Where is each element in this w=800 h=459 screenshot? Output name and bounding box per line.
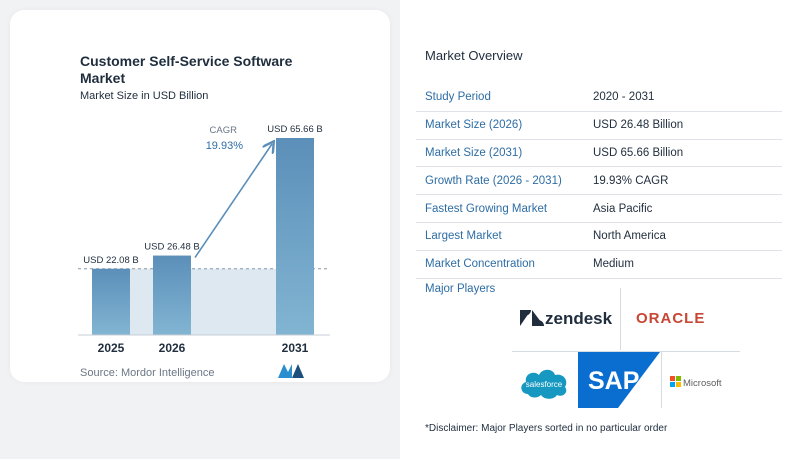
overview-table: Study Period 2020 - 2031 Market Size (2026… <box>416 84 782 279</box>
source-note: Source: Mordor Intelligence <box>80 367 215 379</box>
bar-value-label: USD 22.08 B <box>83 255 138 266</box>
chart-title: Customer Self-Service Software Market <box>80 53 293 86</box>
overview-value: USD 65.66 Billion <box>593 139 782 168</box>
chart-subtitle: Market Size in USD Billion <box>80 90 209 102</box>
overview-row: Market Concentration Medium <box>416 250 782 279</box>
microsoft-logo-icon: Microsoft <box>670 376 722 389</box>
bar-value-label: USD 65.66 B <box>267 124 322 135</box>
overview-row: Fastest Growing Market Asia Pacific <box>416 194 782 223</box>
disclaimer: *Disclaimer: Major Players sorted in no … <box>425 423 668 434</box>
zendesk-logo-text: zendesk <box>545 309 613 328</box>
overview-row: Growth Rate (2026 - 2031) 19.93% CAGR <box>416 166 782 196</box>
cagr-arrow <box>194 144 272 259</box>
salesforce-logo-text: salesforce <box>526 380 563 389</box>
x-tick-label: 2031 <box>282 341 309 355</box>
overview-value: Medium <box>593 250 782 279</box>
overview-value: 19.93% CAGR <box>593 166 782 196</box>
sap-logo-icon: SAP <box>578 352 660 408</box>
overview-row: Study Period 2020 - 2031 <box>416 84 782 112</box>
overview-key: Growth Rate (2026 - 2031) <box>416 166 593 196</box>
overview-key: Market Size (2026) <box>416 111 593 140</box>
salesforce-logo-icon: salesforce <box>521 369 567 399</box>
overview-value: USD 26.48 Billion <box>593 111 782 140</box>
bar-chart: USD 22.08 B 2025 USD 26.48 B 2026 USD 65.66 … <box>78 124 330 355</box>
overview-row: Market Size (2031) USD 65.66 Billion <box>416 139 782 168</box>
bar <box>92 268 130 335</box>
overview-row: Largest Market North America <box>416 222 782 251</box>
overview-key: Market Size (2031) <box>416 139 593 168</box>
overview-row: Market Size (2026) USD 26.48 Billion <box>416 111 782 140</box>
overview-value: North America <box>593 222 782 251</box>
bar-value-label: USD 26.48 B <box>144 242 199 253</box>
microsoft-logo-text: Microsoft <box>683 378 722 389</box>
overview-key: Study Period <box>416 84 593 112</box>
bar <box>276 138 314 335</box>
x-tick-label: 2026 <box>159 341 186 355</box>
x-tick-label: 2025 <box>98 341 125 355</box>
players-logos: zendesk ORACLE salesforce SAP Microsoft <box>510 288 742 410</box>
bar <box>153 255 191 335</box>
zendesk-logo-icon: zendesk <box>520 309 613 328</box>
overview-key: Fastest Growing Market <box>416 194 593 223</box>
overview-title: Market Overview <box>425 48 523 63</box>
overview-key: Largest Market <box>416 222 593 251</box>
cagr-label: CAGR <box>210 125 238 136</box>
overview-key: Market Concentration <box>416 250 593 279</box>
sap-logo-text: SAP <box>588 367 639 395</box>
cagr-value: 19.93% <box>206 140 244 152</box>
overview-value: 2020 - 2031 <box>593 84 782 112</box>
oracle-logo-icon: ORACLE <box>636 310 705 327</box>
mordor-logo-icon <box>278 364 304 378</box>
oracle-logo-text: ORACLE <box>636 310 705 327</box>
major-players-title: Major Players <box>425 283 496 295</box>
overview-value: Asia Pacific <box>593 194 782 223</box>
